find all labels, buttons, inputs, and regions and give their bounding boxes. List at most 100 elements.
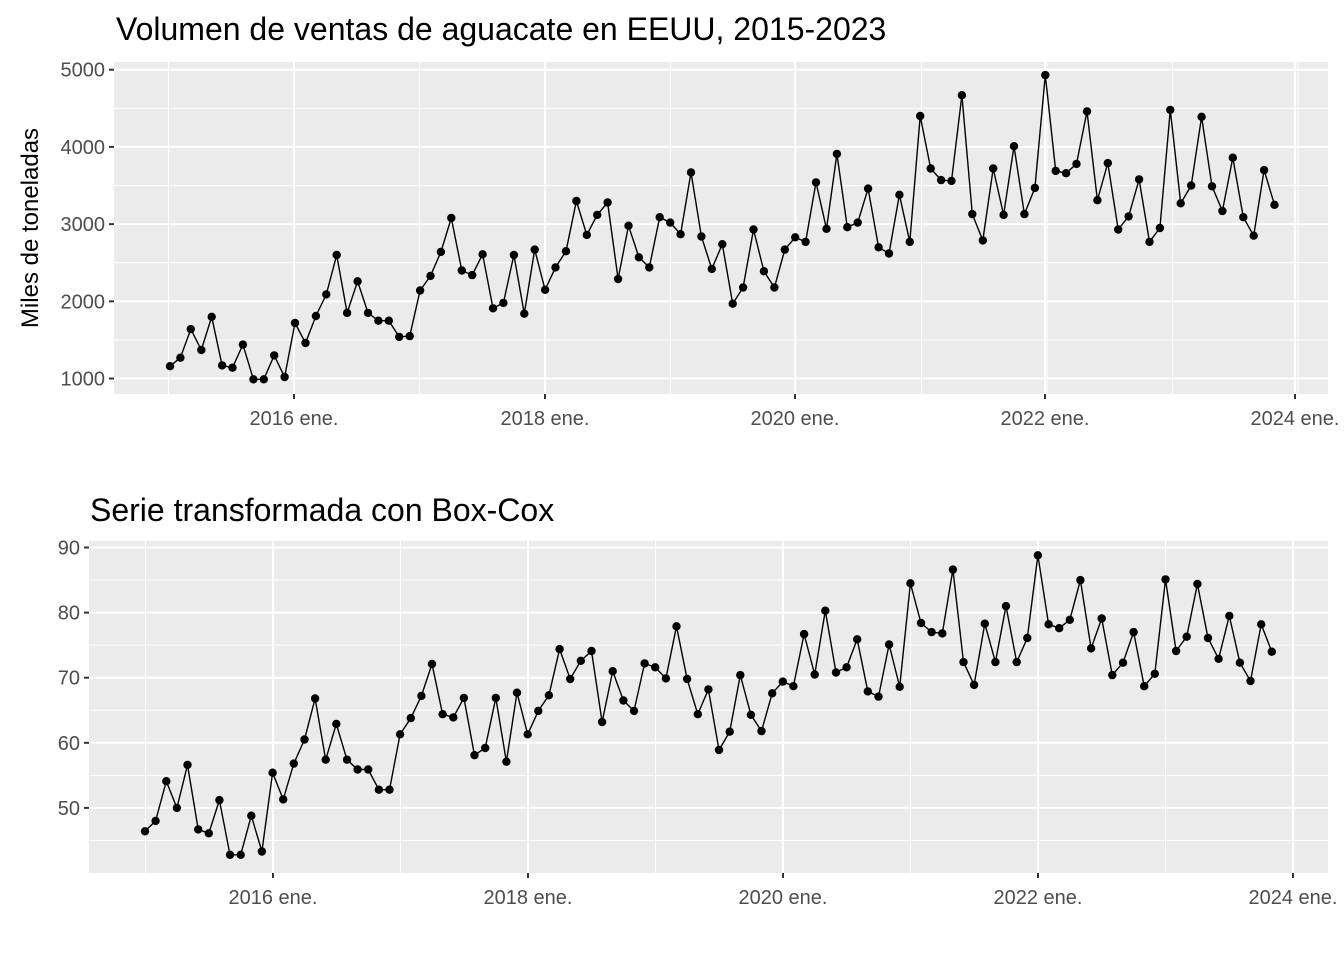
data-point xyxy=(572,196,581,206)
data-point xyxy=(249,375,258,384)
data-point xyxy=(1065,615,1075,624)
data-point xyxy=(270,351,279,360)
data-point xyxy=(1093,196,1102,205)
data-point xyxy=(1118,658,1128,667)
data-point xyxy=(895,190,904,199)
data-point xyxy=(1171,646,1181,656)
data-point xyxy=(613,274,623,284)
y-tick-label: 2000 xyxy=(61,291,106,313)
data-point xyxy=(162,777,171,786)
data-point xyxy=(228,363,237,372)
data-point xyxy=(310,694,320,703)
data-point xyxy=(608,667,617,676)
data-point xyxy=(682,674,692,684)
data-point xyxy=(576,656,585,665)
data-point xyxy=(736,670,745,680)
data-point xyxy=(1033,551,1043,560)
data-point xyxy=(980,619,989,628)
data-point xyxy=(634,253,644,262)
data-point xyxy=(523,730,532,739)
data-point xyxy=(204,829,213,838)
data-point xyxy=(1134,175,1144,184)
y-tick-label: 50 xyxy=(58,798,80,820)
data-point xyxy=(1225,611,1234,621)
data-point xyxy=(957,91,967,100)
data-point xyxy=(1012,657,1021,667)
data-point xyxy=(831,668,841,677)
data-point xyxy=(1072,159,1081,169)
chart-title: Serie transformada con Box-Cox xyxy=(90,492,554,528)
data-point xyxy=(714,745,724,755)
data-point xyxy=(1150,669,1160,678)
data-point xyxy=(257,847,267,856)
data-point xyxy=(968,209,977,219)
data-point xyxy=(395,332,404,342)
data-point xyxy=(279,795,288,804)
data-point xyxy=(1086,644,1096,653)
data-point xyxy=(989,164,998,173)
data-point xyxy=(661,674,671,683)
data-point xyxy=(759,267,769,276)
data-point xyxy=(1051,166,1060,176)
data-point xyxy=(384,316,393,325)
data-point xyxy=(427,659,437,669)
data-point xyxy=(457,266,466,275)
data-point xyxy=(1108,670,1117,680)
data-point xyxy=(140,827,150,836)
data-point xyxy=(969,680,979,690)
data-point xyxy=(863,687,872,696)
data-point xyxy=(728,299,737,308)
data-point xyxy=(332,719,341,729)
data-point xyxy=(1001,601,1011,611)
x-tick-label: 2024 ene. xyxy=(1249,887,1338,909)
data-point xyxy=(247,811,256,820)
data-point xyxy=(491,693,500,703)
data-point xyxy=(801,237,810,247)
chart-volume: 1000 2000 3000 4000 5000 2016 ene. 2018 ene. 20… xyxy=(17,11,1339,430)
data-point xyxy=(1257,620,1266,629)
data-point xyxy=(300,735,309,744)
data-point xyxy=(666,218,675,227)
data-point xyxy=(353,765,362,774)
data-point xyxy=(342,755,352,764)
data-point xyxy=(927,627,936,637)
data-point xyxy=(593,210,602,220)
plot-panel xyxy=(114,62,1328,394)
data-point xyxy=(1203,633,1213,643)
data-point xyxy=(1197,112,1206,122)
x-tick-label: 2018 ene. xyxy=(484,887,573,909)
x-tick-label: 2022 ene. xyxy=(994,887,1083,909)
data-point xyxy=(478,250,487,259)
data-point xyxy=(544,691,554,700)
data-point xyxy=(197,345,206,355)
data-point xyxy=(225,850,235,859)
data-point xyxy=(1055,624,1064,633)
chart-title: Volumen de ventas de aguacate en EEUU, 2… xyxy=(116,11,886,47)
data-point xyxy=(268,768,277,777)
data-point xyxy=(512,688,522,697)
data-point xyxy=(1218,206,1227,216)
data-point xyxy=(186,324,195,334)
data-point xyxy=(499,298,508,308)
data-point xyxy=(374,316,383,325)
data-point xyxy=(749,225,758,234)
data-point xyxy=(447,213,456,223)
data-point xyxy=(238,340,248,349)
y-tick-label: 60 xyxy=(58,733,80,755)
data-point xyxy=(470,751,479,760)
data-point xyxy=(353,277,362,286)
y-tick-label: 70 xyxy=(58,668,80,690)
x-tick-label: 2018 ene. xyxy=(501,408,590,430)
data-point xyxy=(1009,142,1019,151)
data-point xyxy=(417,691,426,701)
data-point xyxy=(1155,223,1165,233)
data-point xyxy=(746,710,756,719)
data-point xyxy=(259,375,268,384)
data-point xyxy=(1259,165,1269,175)
data-point xyxy=(520,309,529,318)
data-point xyxy=(280,372,289,382)
data-point xyxy=(843,223,852,232)
data-point xyxy=(738,283,748,292)
data-point xyxy=(884,640,894,649)
data-point xyxy=(863,184,873,193)
